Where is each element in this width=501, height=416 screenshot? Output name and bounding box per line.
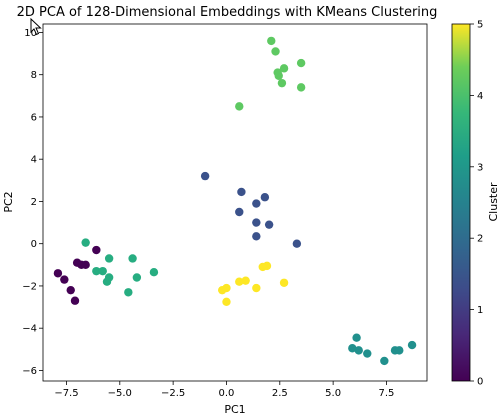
x-tick-label: −7.5 <box>54 388 78 399</box>
data-point <box>53 269 63 278</box>
points-layer <box>53 36 417 366</box>
data-point <box>132 273 142 282</box>
colorbar-tick-label: 2 <box>477 234 483 245</box>
y-tick-label: 8 <box>31 70 37 81</box>
y-tick-label: −2 <box>22 281 37 292</box>
data-point <box>296 58 306 68</box>
colorbar-tick-label: 4 <box>477 91 483 102</box>
x-tick-label: −5.0 <box>108 388 132 399</box>
data-point <box>252 218 261 227</box>
data-point <box>66 285 75 295</box>
data-point <box>292 239 302 248</box>
data-point <box>222 283 231 293</box>
data-point <box>252 199 261 208</box>
x-tick-label: 5.0 <box>325 388 341 399</box>
mouse-cursor-icon <box>30 18 42 36</box>
data-point <box>128 254 137 263</box>
data-point <box>81 238 90 247</box>
colorbar: 0 1 2 3 4 5 Cluster <box>451 20 500 388</box>
plot-frame <box>42 23 428 382</box>
data-point <box>407 340 417 350</box>
data-point <box>235 102 244 111</box>
data-point <box>277 78 287 88</box>
data-point <box>70 296 80 305</box>
y-axis-ticks: −6 −4 −2 0 2 4 6 8 10 <box>22 28 43 377</box>
data-point <box>235 277 244 286</box>
data-point <box>380 356 389 366</box>
colorbar-tick-label: 0 <box>477 377 483 388</box>
colorbar-gradient <box>451 23 471 382</box>
x-tick-label: −2.5 <box>161 388 185 399</box>
data-point <box>262 261 272 271</box>
data-point <box>264 220 274 229</box>
data-point <box>363 349 372 358</box>
data-point <box>296 83 306 92</box>
colorbar-tick-label: 1 <box>477 305 483 316</box>
data-point <box>237 187 246 197</box>
data-point <box>260 193 270 202</box>
y-tick-label: 6 <box>31 112 37 123</box>
data-point <box>274 71 283 80</box>
y-tick-label: −6 <box>22 366 37 377</box>
data-point <box>81 260 90 270</box>
colorbar-tick-label: 3 <box>477 162 483 173</box>
data-point <box>279 64 289 73</box>
colorbar-tick-label: 5 <box>477 20 483 31</box>
data-point <box>222 297 231 306</box>
y-tick-label: 4 <box>31 155 37 166</box>
y-axis-label: PC2 <box>2 191 15 212</box>
data-point <box>279 278 289 287</box>
x-tick-label: 7.5 <box>379 388 395 399</box>
data-point <box>267 36 276 46</box>
y-tick-label: 0 <box>31 239 37 250</box>
data-point <box>252 232 261 241</box>
data-point <box>354 346 363 355</box>
data-point <box>60 275 69 284</box>
x-axis-ticks: −7.5 −5.0 −2.5 0.0 2.5 5.0 7.5 <box>54 381 394 399</box>
data-point <box>241 276 250 285</box>
y-tick-label: 10 <box>24 28 37 39</box>
data-point <box>271 47 280 56</box>
data-point <box>348 344 357 353</box>
data-point <box>149 268 159 277</box>
x-tick-label: 0.0 <box>219 388 235 399</box>
data-point <box>395 346 404 355</box>
data-point <box>92 245 101 255</box>
y-tick-label: −4 <box>22 324 37 335</box>
plot-area: −7.5 −5.0 −2.5 0.0 2.5 5.0 7.5 −6 −4 −2 0 2 4 6 8 10 <box>22 23 428 399</box>
data-point <box>104 273 114 282</box>
y-tick-label: 2 <box>31 197 37 208</box>
data-point <box>352 333 361 342</box>
data-point <box>124 288 133 297</box>
data-point <box>92 266 101 276</box>
data-point <box>98 266 107 276</box>
x-axis-label: PC1 <box>224 403 245 416</box>
chart-title: 2D PCA of 128-Dimensional Embeddings wit… <box>17 5 438 20</box>
colorbar-ticks: 0 1 2 3 4 5 <box>470 20 483 388</box>
data-point <box>235 207 244 217</box>
x-tick-label: 2.5 <box>272 388 288 399</box>
data-point <box>252 283 261 293</box>
data-point <box>200 171 210 181</box>
data-point <box>104 254 114 263</box>
colorbar-label: Cluster <box>487 182 500 222</box>
